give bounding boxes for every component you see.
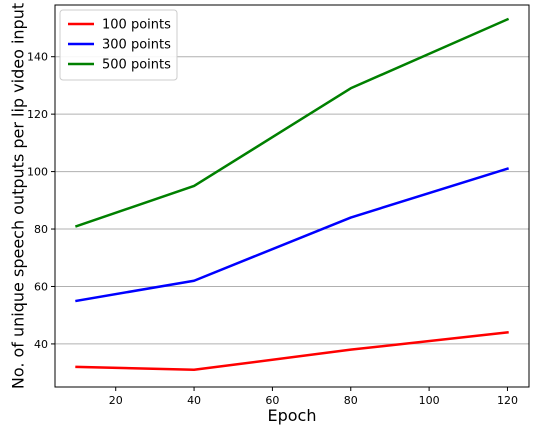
legend: 100 points 300 points 500 points <box>59 9 178 81</box>
y-tick-label: 100 <box>27 166 48 179</box>
y-tick-label: 140 <box>27 51 48 64</box>
y-tick-label: 60 <box>34 280 48 293</box>
y-tick-label: 40 <box>34 338 48 351</box>
series-line-2 <box>75 167 510 303</box>
y-axis-ticks: 40 60 80 100 120 140 <box>27 51 55 351</box>
y-axis-label: No. of unique speech outputs per lip vid… <box>9 3 28 389</box>
x-tick-label: 80 <box>344 394 358 407</box>
legend-box <box>59 9 178 81</box>
series-lines <box>74 17 510 372</box>
y-tick-label: 120 <box>27 108 48 121</box>
legend-label-2: 300 points <box>102 38 171 53</box>
x-tick-label: 120 <box>497 394 518 407</box>
x-tick-label: 100 <box>419 394 440 407</box>
plot-frame <box>54 4 530 388</box>
grid-lines <box>55 56 529 345</box>
legend-label-1: 100 points <box>102 18 171 33</box>
legend-label-3: 500 points <box>102 58 171 73</box>
x-axis-ticks: 20 40 60 80 100 120 <box>109 387 518 407</box>
x-tick-label: 60 <box>265 394 279 407</box>
x-axis-label: Epoch <box>268 406 317 425</box>
series-line-3 <box>74 17 510 228</box>
y-tick-label: 80 <box>34 223 48 236</box>
series-line-1 <box>75 331 509 372</box>
x-tick-label: 40 <box>187 394 201 407</box>
x-tick-label: 20 <box>109 394 123 407</box>
